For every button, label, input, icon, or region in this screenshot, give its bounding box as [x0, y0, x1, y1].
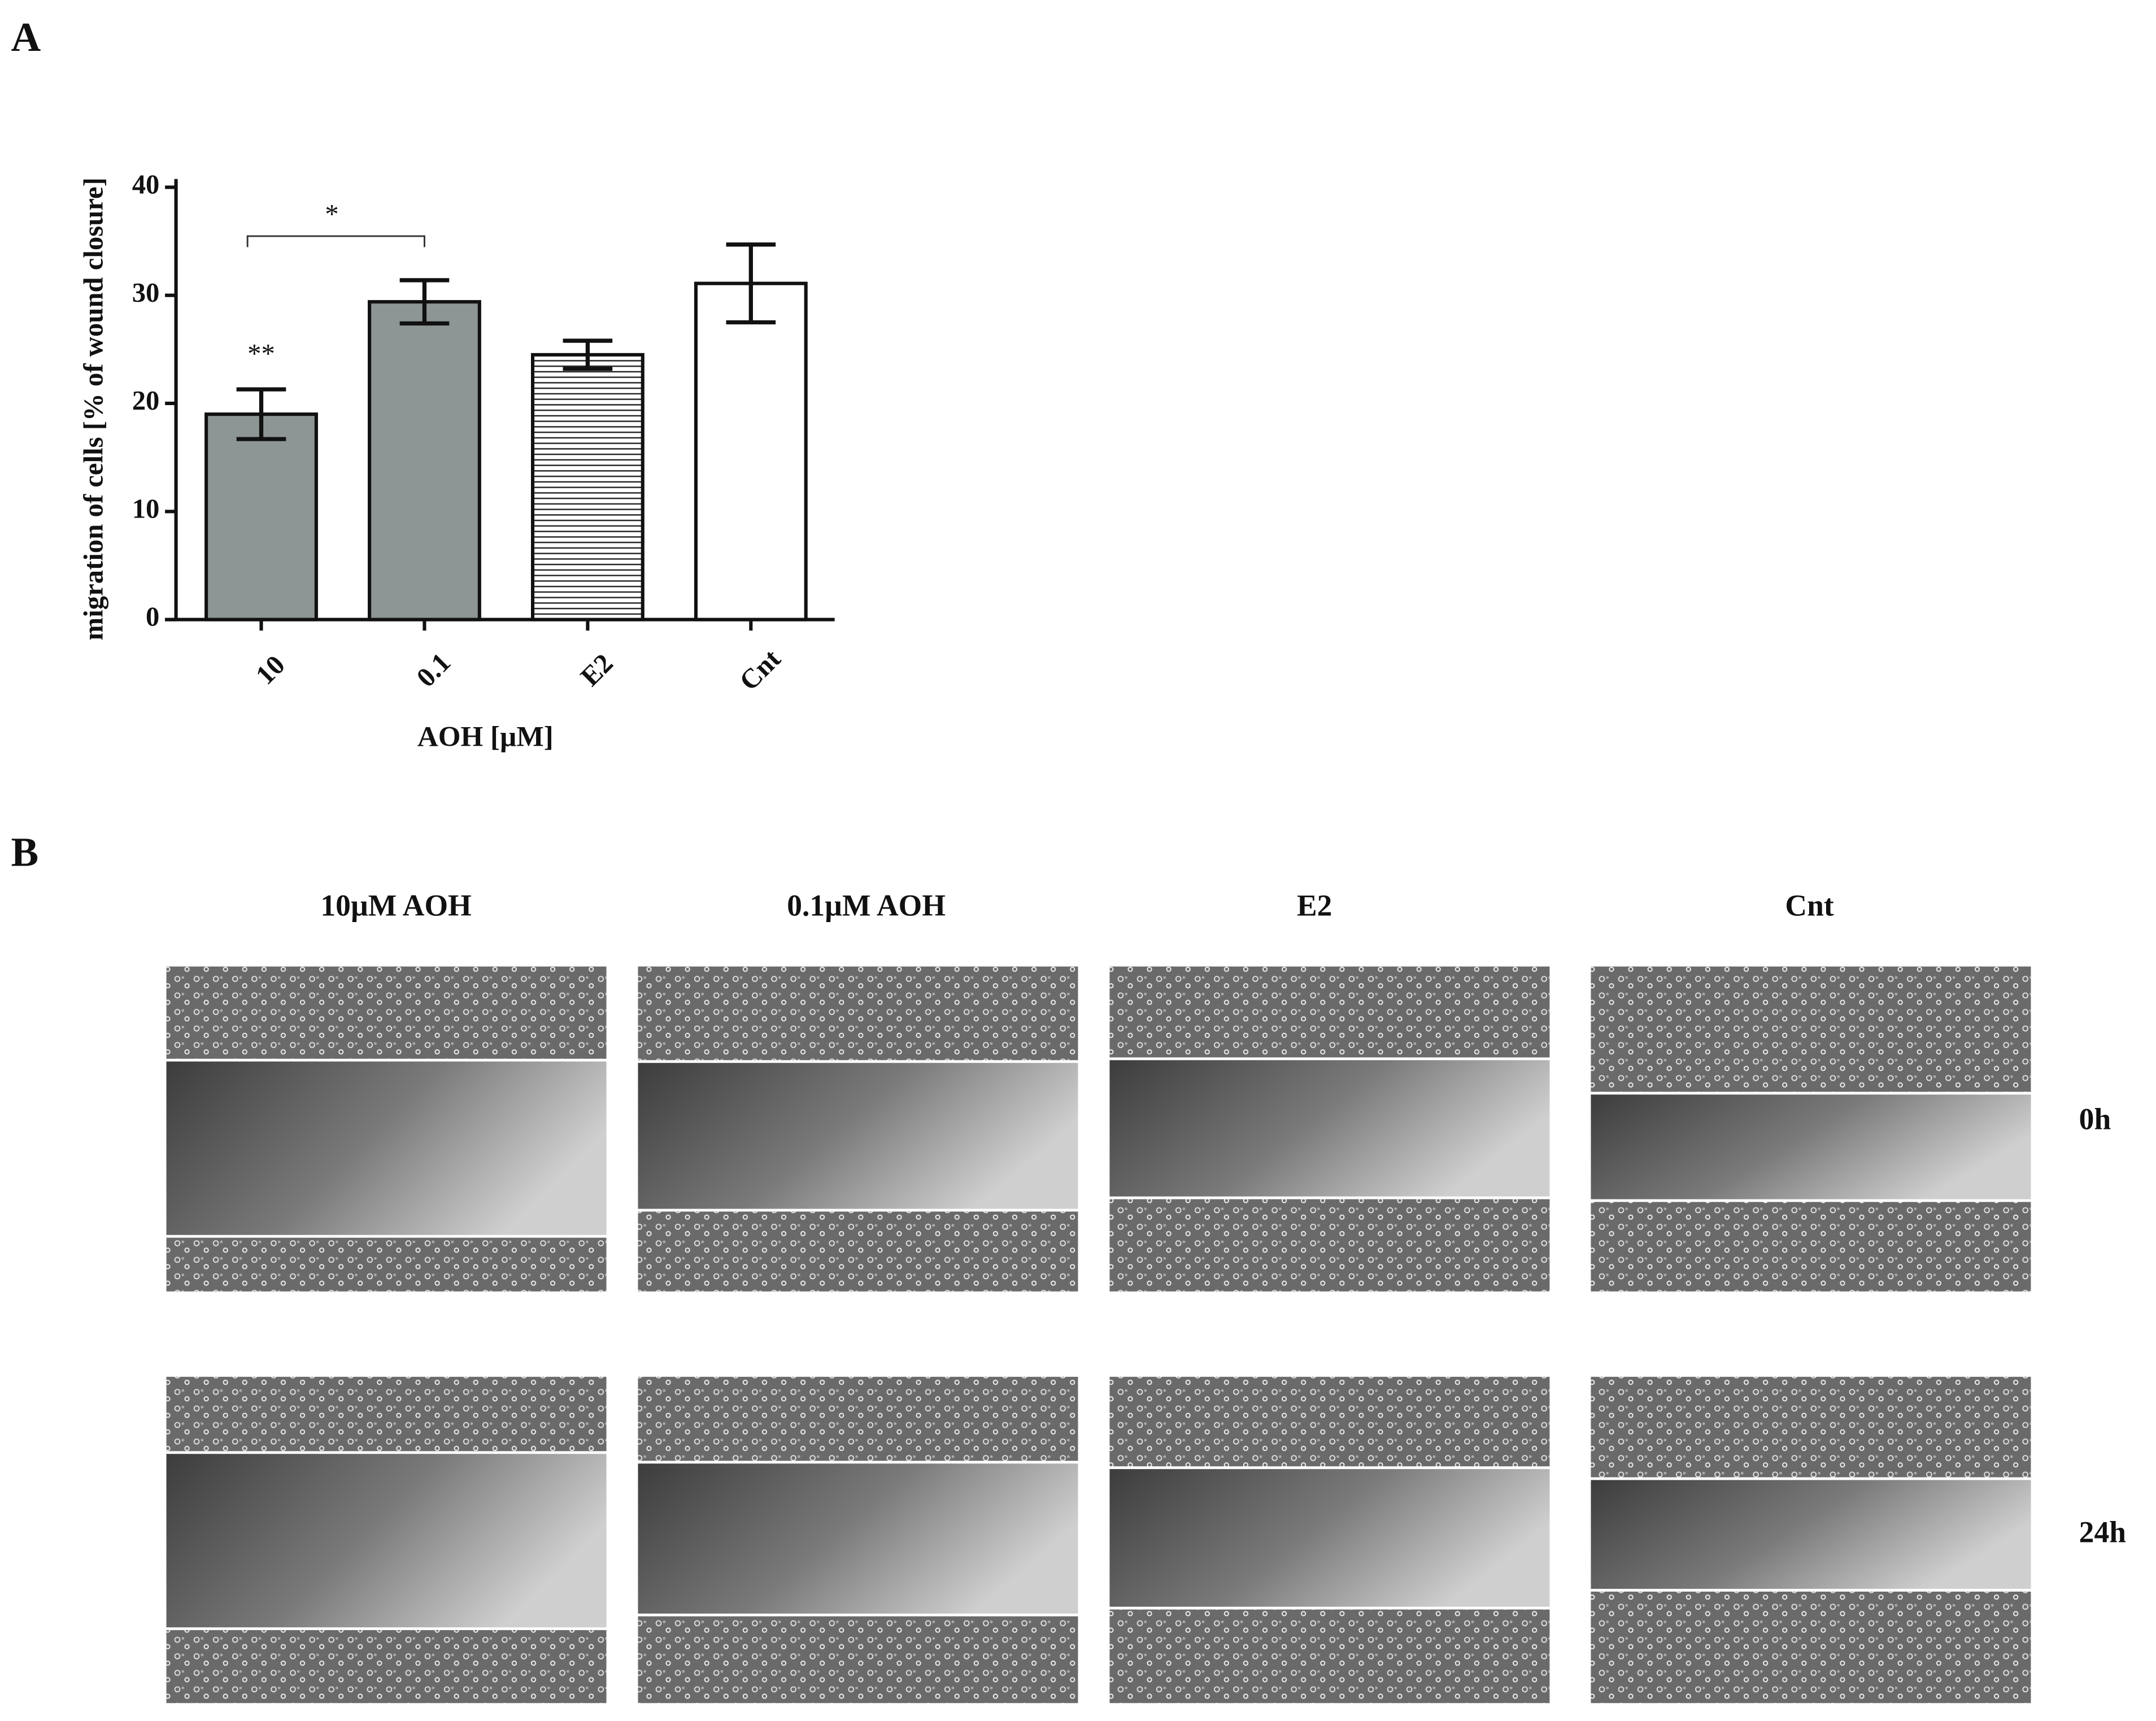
micrograph: [1591, 1376, 2031, 1703]
significance: **: [247, 338, 275, 369]
y-tick-label: 20: [132, 385, 160, 416]
row-label: 24h: [2079, 1515, 2126, 1549]
y-tick-label: 0: [146, 602, 159, 632]
y-tick-label: 30: [132, 277, 160, 308]
x-tick-label: Cnt: [734, 644, 787, 697]
y-axis-label: migration of cells [% of wound closure]: [79, 177, 109, 640]
significance: *: [325, 199, 338, 229]
micrograph: [1109, 966, 1550, 1292]
column-label: Cnt: [1785, 889, 1833, 923]
micrograph: [1109, 1376, 1550, 1703]
y-tick-label: 10: [132, 493, 160, 524]
micrograph: [166, 1376, 607, 1703]
column-label: 0.1µM AOH: [787, 889, 946, 923]
bar: [531, 353, 644, 622]
x-axis-label: AOH [µM]: [417, 720, 554, 753]
significance-bracket: [246, 235, 425, 247]
bar: [368, 300, 481, 622]
bar: [204, 412, 318, 622]
micrograph: [638, 966, 1078, 1292]
micrograph: [638, 1376, 1078, 1703]
y-tick-label: 40: [132, 170, 160, 200]
panel-label: B: [11, 829, 38, 875]
column-label: 10µM AOH: [320, 889, 471, 923]
micrograph: [1591, 966, 2031, 1292]
row-label: 0h: [2079, 1102, 2111, 1136]
micrographs: [166, 966, 2031, 1703]
x-tick-label: 10: [250, 649, 291, 690]
micrograph: [166, 966, 607, 1292]
panel-label: A: [11, 14, 41, 60]
x-tick-label: E2: [574, 648, 619, 692]
bar: [694, 281, 808, 622]
x-tick-label: 0.1: [411, 647, 456, 693]
column-label: E2: [1297, 889, 1332, 923]
